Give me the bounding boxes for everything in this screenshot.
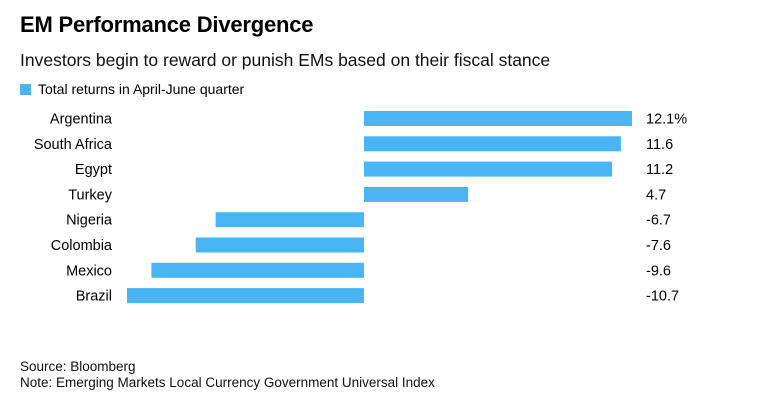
bar-nigeria bbox=[215, 212, 364, 228]
category-label: Brazil bbox=[76, 289, 112, 305]
bar-egypt bbox=[364, 161, 613, 177]
chart-legend: Total returns in April-June quarter bbox=[20, 81, 244, 97]
category-label: Argentina bbox=[50, 112, 113, 128]
value-label: -10.7 bbox=[646, 289, 679, 305]
value-label: 4.7 bbox=[646, 187, 666, 203]
value-label: -6.7 bbox=[646, 213, 671, 229]
category-label: Mexico bbox=[66, 263, 112, 279]
value-label: -7.6 bbox=[646, 238, 671, 254]
bar-chart: Argentina 12.1% South Africa 11.6 Egypt 11.2 T… bbox=[34, 111, 687, 305]
bar-colombia bbox=[195, 237, 364, 253]
value-label: 12.1% bbox=[646, 112, 687, 128]
category-label: South Africa bbox=[34, 137, 113, 153]
bar-brazil bbox=[127, 288, 364, 304]
value-label: 11.6 bbox=[646, 137, 673, 153]
bar-mexico bbox=[151, 262, 364, 278]
chart-title: EM Performance Divergence bbox=[20, 12, 314, 37]
category-label: Turkey bbox=[68, 187, 113, 203]
value-label: -9.6 bbox=[646, 263, 671, 279]
bar-south-africa bbox=[364, 136, 621, 152]
category-label: Nigeria bbox=[66, 213, 113, 229]
category-label: Egypt bbox=[75, 162, 112, 178]
source-note: Source: Bloomberg bbox=[20, 359, 136, 374]
category-label: Colombia bbox=[51, 238, 113, 254]
index-note: Note: Emerging Markets Local Currency Go… bbox=[20, 375, 435, 390]
chart-subtitle: Investors begin to reward or punish EMs … bbox=[20, 50, 551, 70]
chart-footer: Source: Bloomberg Note: Emerging Markets… bbox=[20, 359, 435, 391]
legend-swatch bbox=[20, 83, 31, 95]
legend-label: Total returns in April-June quarter bbox=[38, 81, 245, 97]
bar-turkey bbox=[364, 186, 469, 202]
value-label: 11.2 bbox=[646, 162, 673, 178]
bar-argentina bbox=[364, 111, 632, 126]
